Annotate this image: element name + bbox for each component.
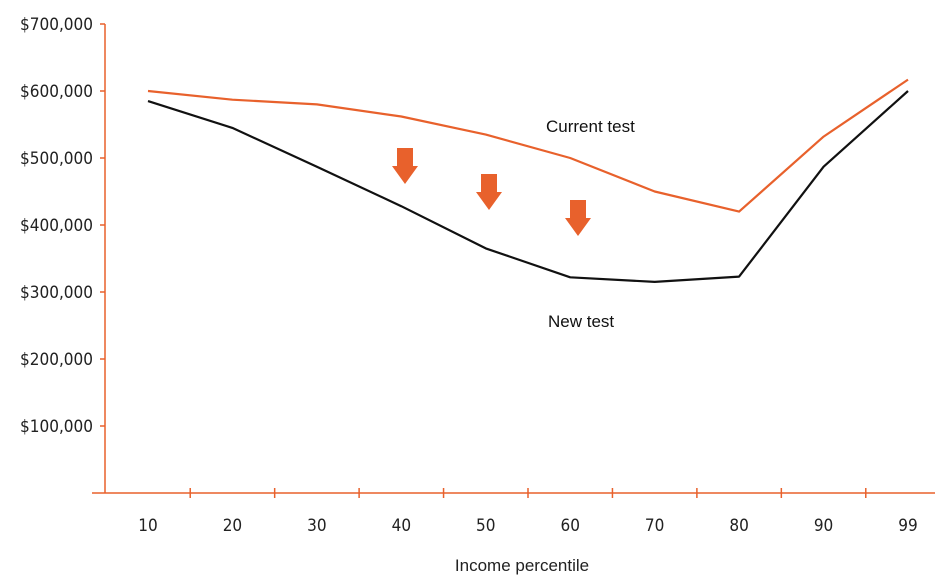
series-lines	[147, 78, 909, 283]
y-tick-label: $600,000	[20, 82, 93, 102]
arrow-annotations	[392, 148, 591, 236]
y-tick-label: $400,000	[20, 216, 93, 236]
x-tick-label: 50	[476, 516, 495, 536]
x-tick-label: 60	[560, 516, 579, 536]
x-tick-label: 99	[898, 516, 917, 536]
series-label-1: New test	[548, 312, 614, 331]
y-tick-label: $700,000	[20, 15, 93, 35]
series-line-0	[147, 78, 909, 213]
x-axis-title: Income percentile	[455, 556, 589, 575]
x-axis: 10 20 30 40 50 60 70 80 90 99	[92, 488, 935, 536]
x-tick-label: 30	[307, 516, 326, 536]
down-arrow-icon	[392, 148, 418, 184]
x-tick-label: 80	[729, 516, 748, 536]
series-labels: Current test New test	[546, 117, 635, 331]
x-tick-label: 70	[645, 516, 664, 536]
y-tick-label: $500,000	[20, 149, 93, 169]
y-tick-label: $200,000	[20, 350, 93, 370]
x-tick-label: 10	[138, 516, 157, 536]
y-tick-label: $100,000	[20, 417, 93, 437]
x-tick-label: 20	[223, 516, 242, 536]
down-arrow-icon	[565, 200, 591, 236]
down-arrow-icon	[476, 174, 502, 210]
x-tick-label: 90	[814, 516, 833, 536]
series-line-1	[147, 90, 909, 283]
x-tick-label: 40	[392, 516, 411, 536]
series-label-0: Current test	[546, 117, 635, 136]
y-axis: $100,000 $200,000 $300,000 $400,000 $500,000…	[20, 15, 106, 493]
y-tick-label: $300,000	[20, 283, 93, 303]
